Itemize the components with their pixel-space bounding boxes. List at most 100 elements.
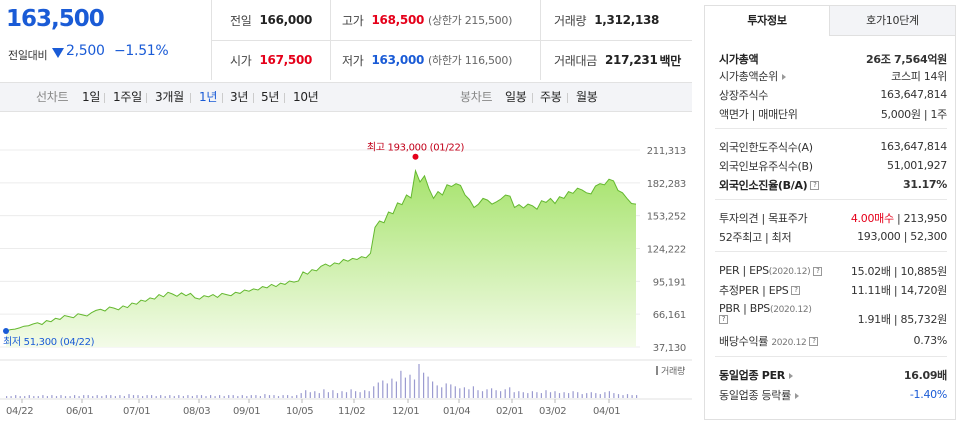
market-cap-rank-row[interactable]: 시가총액순위 코스피 14위 — [719, 69, 947, 83]
price-area — [6, 170, 636, 347]
period-1y[interactable]: 1년 — [199, 90, 218, 104]
high-marker — [412, 153, 419, 160]
change-percent: −1.51% — [114, 43, 169, 59]
volume-bar — [518, 391, 520, 398]
volume-bar — [51, 395, 53, 398]
help-icon[interactable]: ? — [810, 181, 820, 190]
volume-bar — [391, 378, 393, 398]
per-eps-row: PER | EPS(2020.12)? 15.02배 | 10,885원 — [719, 264, 947, 278]
period-3m[interactable]: 3개월 — [155, 90, 184, 104]
volume-bar — [608, 391, 610, 398]
52week-row: 52주최고 | 최저 193,000 | 52,300 — [719, 230, 947, 244]
tab-orderbook[interactable]: 호가10단계 — [830, 6, 955, 36]
volume-bar — [626, 394, 629, 398]
volume-bar — [164, 396, 166, 398]
volume-bar — [400, 370, 402, 398]
volume-bar — [327, 392, 329, 398]
volume-bar — [268, 395, 271, 398]
sector-per-row[interactable]: 동일업종 PER 16.09배 — [719, 368, 947, 382]
quote-grid: 전일 166,000 고가 168,500 (상한가 215,500) 거래량 1,31… — [212, 0, 692, 80]
foreign-exhaustion-row: 외국인소진율(B/A)? 31.17% — [719, 178, 947, 192]
volume-bar — [599, 394, 601, 398]
volume-bar — [549, 392, 552, 398]
candle-chart-tab[interactable]: 봉차트 — [460, 90, 493, 104]
volume-bar — [83, 395, 85, 398]
volume-bar — [450, 384, 452, 398]
volume-bar — [259, 396, 261, 398]
volume-bar — [459, 388, 461, 398]
volume-bar — [341, 391, 343, 398]
period-1d[interactable]: 1일 — [82, 90, 101, 104]
volume-bar — [509, 387, 511, 398]
volume-bar — [622, 395, 624, 398]
volume-bar — [282, 395, 284, 398]
x-tick-label: 09/01 — [233, 406, 260, 417]
open-price: 시가 167,500 — [230, 53, 313, 68]
volume-bar — [350, 389, 352, 398]
volume-bar — [436, 385, 438, 398]
volume-bar — [445, 383, 447, 398]
candle-weekly[interactable]: 주봉 — [540, 90, 562, 104]
period-1w[interactable]: 1주일 — [113, 90, 142, 104]
volume-legend: 거래량 — [661, 365, 685, 377]
volume-bar — [432, 381, 434, 398]
period-3y[interactable]: 3년 — [230, 90, 249, 104]
volume-bar — [477, 390, 479, 398]
volume-bar — [373, 386, 375, 398]
caret-right-icon — [794, 392, 799, 399]
volume-bar — [60, 395, 62, 398]
down-triangle-icon — [52, 48, 64, 58]
volume-bar — [527, 393, 529, 398]
volume-bar — [228, 395, 230, 398]
help-icon[interactable]: ? — [719, 314, 728, 324]
foreign-limit-row: 외국인한도주식수(A) 163,647,814 — [719, 140, 947, 154]
volume-bar — [314, 391, 316, 398]
current-price: 163,500 — [6, 6, 105, 32]
volume-bar — [291, 396, 293, 398]
help-icon[interactable]: ? — [791, 286, 801, 295]
volume-bar — [37, 396, 39, 398]
volume-bar — [468, 389, 470, 398]
volume-bar — [119, 395, 121, 398]
caret-right-icon — [781, 73, 786, 80]
line-chart-tab[interactable]: 선차트 — [36, 90, 69, 104]
price-box: 163,500 전일대비 2,500 −1.51% — [0, 0, 212, 80]
y-tick-label: 211,313 — [647, 146, 686, 157]
volume-bar — [355, 391, 357, 398]
volume-bar — [182, 396, 184, 398]
volume-bar — [123, 396, 125, 398]
volume-bar — [46, 396, 48, 398]
period-5y[interactable]: 5년 — [261, 90, 280, 104]
foreign-holding-row: 외국인보유주식수(B) 51,001,927 — [719, 159, 947, 173]
tab-investment-info[interactable]: 투자정보 — [705, 6, 830, 36]
volume-bar — [631, 395, 633, 398]
volume-bar — [463, 387, 465, 398]
candle-monthly[interactable]: 월봉 — [576, 90, 598, 104]
volume-bar — [10, 396, 12, 398]
volume-bar — [205, 396, 207, 398]
x-tick-label: 08/03 — [183, 406, 210, 417]
change-label: 전일대비 — [8, 49, 48, 62]
candle-daily[interactable]: 일봉 — [505, 90, 527, 104]
volume-bar — [232, 395, 234, 398]
volume-bar — [491, 388, 493, 398]
volume-bar — [581, 394, 583, 398]
volume-bar — [545, 390, 547, 398]
volume-bar — [246, 396, 248, 398]
volume-bar — [486, 389, 488, 398]
volume-bar — [69, 396, 71, 398]
help-icon[interactable]: ? — [809, 337, 819, 346]
y-tick-label: 66,161 — [653, 310, 686, 321]
period-10y[interactable]: 10년 — [293, 90, 319, 104]
help-icon[interactable]: ? — [813, 266, 823, 276]
volume-bar — [137, 395, 139, 398]
volume-bar — [568, 393, 570, 398]
volume-bar — [504, 389, 506, 398]
volume-bar — [105, 395, 107, 398]
volume-bar — [404, 377, 406, 398]
low-annotation: 최저 51,300 (04/22) — [3, 336, 95, 348]
sector-rate-row[interactable]: 동일업종 등락률 -1.40% — [719, 388, 947, 402]
volume-bar — [132, 395, 135, 398]
volume-bar — [114, 396, 116, 398]
volume-bar — [617, 394, 620, 398]
